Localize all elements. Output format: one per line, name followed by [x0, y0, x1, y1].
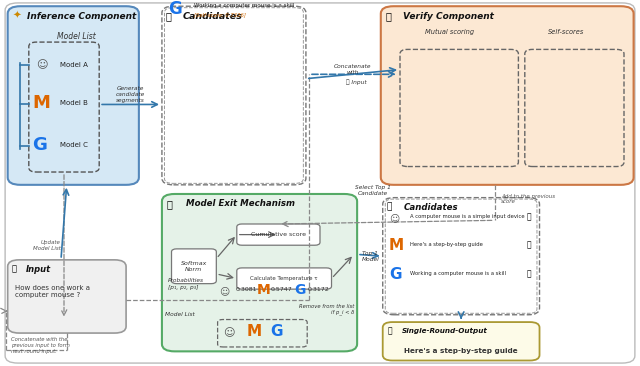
- Text: Probabilities: Probabilities: [168, 278, 204, 283]
- Text: Working a computer mouse is a skill: Working a computer mouse is a skill: [410, 271, 506, 276]
- Text: Candidates: Candidates: [183, 12, 243, 21]
- Text: [p₁, p₂, p₃]: [p₁, p₂, p₃]: [168, 285, 198, 290]
- Text: ✅: ✅: [527, 240, 531, 249]
- Text: Candidates: Candidates: [404, 203, 458, 212]
- Text: How does one work a
computer mouse ?: How does one work a computer mouse ?: [15, 285, 90, 299]
- Text: G: G: [168, 0, 182, 18]
- FancyBboxPatch shape: [237, 268, 332, 289]
- Text: ☺: ☺: [36, 60, 48, 71]
- Text: Calculate Temperature τ: Calculate Temperature τ: [250, 276, 318, 281]
- Text: Top 1
Model: Top 1 Model: [362, 251, 380, 262]
- Text: 🧮: 🧮: [385, 11, 391, 21]
- FancyBboxPatch shape: [383, 322, 540, 361]
- FancyBboxPatch shape: [8, 260, 126, 333]
- Text: ☺: ☺: [389, 213, 399, 223]
- Text: Here's a step-by-step guide: Here's a step-by-step guide: [404, 348, 518, 354]
- FancyBboxPatch shape: [237, 224, 320, 245]
- Text: 📄: 📄: [12, 265, 17, 274]
- Text: Here's a step-by-step guide: Here's a step-by-step guide: [410, 242, 483, 247]
- Text: Softmax
Norm: Softmax Norm: [180, 261, 207, 272]
- Text: G: G: [294, 283, 305, 297]
- Text: ☺: ☺: [220, 286, 230, 296]
- Text: Inference Component: Inference Component: [27, 12, 136, 21]
- Text: Model B: Model B: [60, 100, 88, 107]
- Text: Self-scores: Self-scores: [548, 29, 584, 35]
- FancyBboxPatch shape: [172, 249, 216, 284]
- Text: 🔧: 🔧: [166, 199, 172, 209]
- Text: Concatenate with the
previous input to form
next round input.: Concatenate with the previous input to f…: [11, 337, 70, 354]
- Text: M: M: [246, 324, 262, 339]
- Text: 📋: 📋: [166, 11, 172, 21]
- Text: A computer mouse is a simple input device: A computer mouse is a simple input devic…: [410, 214, 524, 219]
- Text: G: G: [32, 136, 47, 154]
- Text: Cumulative score: Cumulative score: [251, 232, 306, 237]
- Text: G: G: [389, 267, 402, 282]
- Text: M: M: [257, 283, 270, 297]
- Text: 🔌 Input: 🔌 Input: [346, 80, 367, 85]
- Text: Generate
candidate
segments: Generate candidate segments: [116, 86, 145, 103]
- Text: M: M: [33, 94, 51, 112]
- Text: M: M: [389, 239, 404, 253]
- Text: ❌: ❌: [527, 269, 531, 278]
- Text: 🖥: 🖥: [387, 327, 392, 336]
- Text: 0.3081: 0.3081: [236, 287, 257, 292]
- Text: Add to the previous
score: Add to the previous score: [501, 194, 555, 204]
- Text: Select Top 1
Candidate: Select Top 1 Candidate: [355, 185, 391, 196]
- FancyBboxPatch shape: [381, 6, 634, 185]
- Text: Mutual scoring: Mutual scoring: [426, 29, 474, 35]
- Text: Verify Component: Verify Component: [403, 12, 494, 21]
- FancyBboxPatch shape: [5, 3, 635, 363]
- Text: Working a computer mouse is a skill: Working a computer mouse is a skill: [194, 3, 294, 8]
- Text: 0.5747: 0.5747: [271, 287, 292, 292]
- Text: 📋: 📋: [387, 202, 392, 212]
- Text: Model List: Model List: [165, 311, 195, 317]
- Text: Model A: Model A: [60, 62, 88, 68]
- Text: 0.3172: 0.3172: [308, 287, 330, 292]
- Text: G: G: [270, 324, 283, 339]
- Text: Remove from the list
if p_i < δ: Remove from the list if p_i < δ: [299, 304, 354, 315]
- Text: Update
Model List: Update Model List: [33, 240, 61, 251]
- Text: ✦: ✦: [12, 11, 21, 20]
- Text: Model List: Model List: [56, 32, 95, 41]
- Text: Model C: Model C: [60, 142, 88, 148]
- Text: Single-Round-Output: Single-Round-Output: [402, 328, 488, 334]
- Text: [Self-score: 0.7326]: [Self-score: 0.7326]: [194, 12, 246, 17]
- Text: ☺: ☺: [223, 328, 234, 338]
- FancyBboxPatch shape: [162, 194, 357, 351]
- FancyBboxPatch shape: [8, 6, 139, 185]
- Text: ❌: ❌: [527, 212, 531, 221]
- Text: Concatenate
with: Concatenate with: [334, 64, 372, 75]
- Text: Input: Input: [26, 265, 51, 274]
- Text: Model Exit Mechanism: Model Exit Mechanism: [186, 199, 295, 209]
